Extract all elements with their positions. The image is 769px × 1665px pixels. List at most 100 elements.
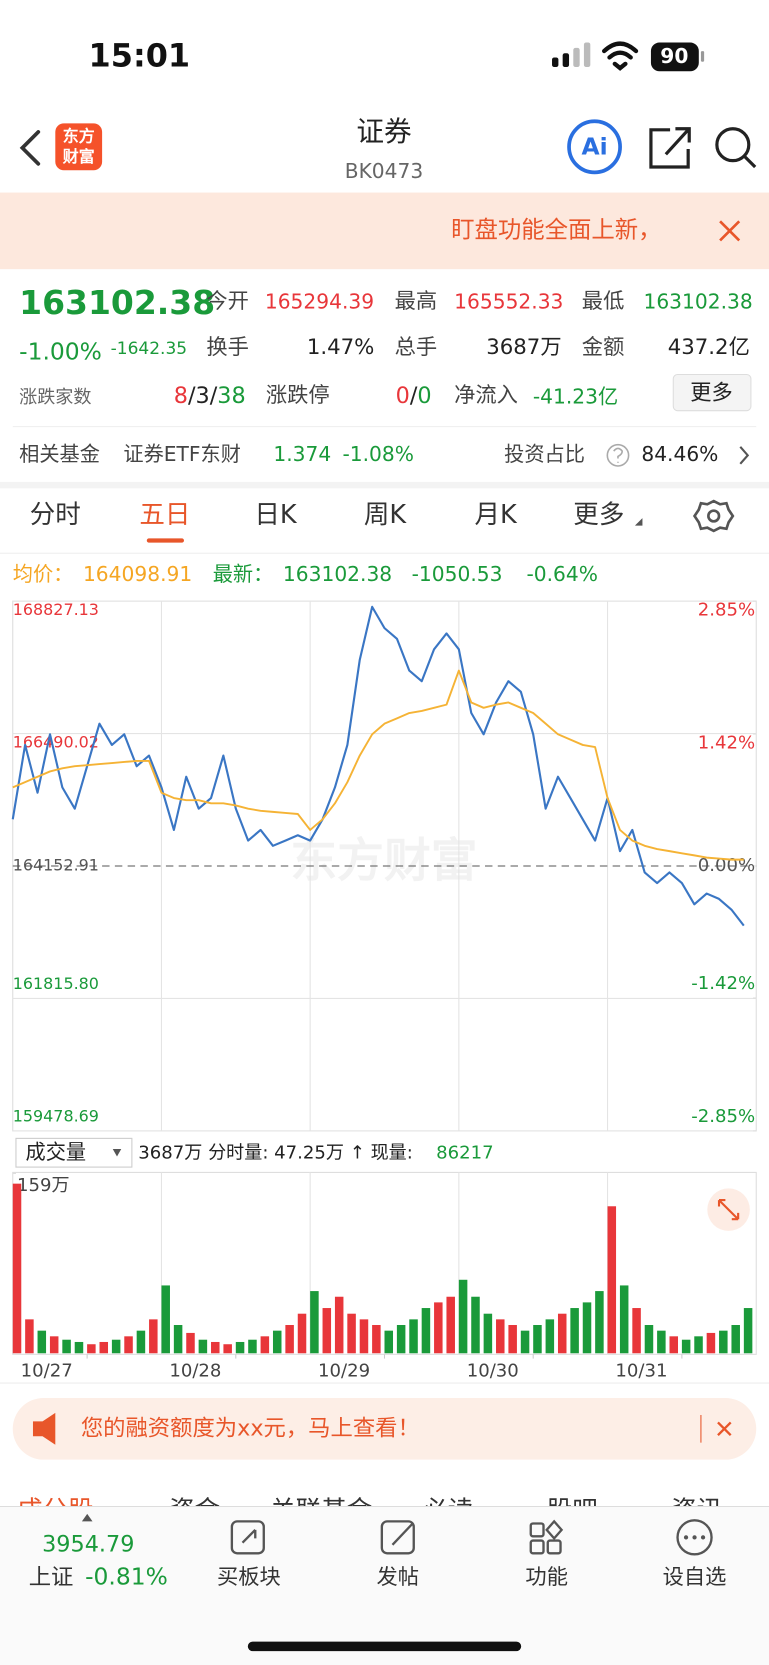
close-notice[interactable] [719,220,741,242]
quote-label: 今开 [206,289,249,314]
close-promo[interactable] [717,1421,732,1437]
status-time: 15:01 [89,36,191,74]
promo-banner[interactable] [12,1397,757,1460]
home-indicator [247,1641,522,1652]
quote-value: 3687万 [486,335,561,360]
indicator-dropdown[interactable] [15,1137,133,1168]
megaphone-icon [32,1412,56,1445]
volume-bar [644,1325,654,1354]
volume-tick-label: 159万 [17,1175,70,1196]
volume-bar [458,1279,468,1354]
nav-item[interactable]: 买板块 [217,1565,281,1590]
quote-value: 1.47% [307,335,375,360]
volume-bar [285,1325,294,1354]
quote-label: 涨跌家数 [19,387,91,408]
chart-tab[interactable]: 五日 [139,500,190,530]
volume-bar [62,1339,71,1354]
y-tick-label: 168827.13 [13,600,99,619]
volume-bar [310,1291,319,1354]
nav-item[interactable]: 发帖 [377,1565,420,1590]
more-button[interactable] [672,373,752,412]
signal-icon [552,42,591,68]
promo-text[interactable]: 您的融资额度为xx元，马上查看！ [81,1415,420,1441]
notice-banner [0,192,769,270]
volume-bar [87,1344,96,1354]
volume-bar [211,1341,220,1354]
chart-tab[interactable]: 分时 [30,500,81,530]
quote-label: 换手 [206,335,249,360]
more-triangle [634,518,643,526]
back-button[interactable] [19,130,41,166]
breadth-counts: 8/3/38 [174,382,246,408]
watermark: 东方财富 [290,834,477,888]
breadth-part: / [210,382,218,408]
quote-value: -41.23亿 [533,384,618,408]
volume-bar [235,1341,245,1354]
volume-bar [173,1325,183,1354]
ai-label[interactable]: Ai [582,132,608,160]
limit-counts: 0/0 [396,382,432,408]
fund-label: 相关基金 [19,442,100,466]
volume-bar [409,1319,418,1354]
volume-bar [149,1319,158,1354]
ai-button[interactable] [567,119,622,175]
index-value: 3954.79 [42,1531,134,1557]
change-amount: -1642.35 [111,339,188,359]
volume-bar [607,1206,617,1354]
volume-bar [198,1339,208,1354]
post-icon[interactable] [380,1520,415,1555]
volume-bar [74,1341,84,1354]
watchlist-icon[interactable] [676,1519,713,1556]
chart-tab[interactable]: 日K [254,500,298,530]
buy-sector-icon[interactable] [230,1520,265,1555]
volume-bar [334,1296,344,1354]
chart-tab[interactable]: 更多 [573,500,624,530]
volume-bar [719,1330,728,1354]
volume-bar [557,1313,567,1354]
volume-bar [37,1330,47,1354]
volume-bar [25,1319,34,1354]
index-change: -0.81% [85,1562,168,1590]
nav-item[interactable]: 功能 [525,1565,568,1590]
more-label[interactable]: 更多 [690,381,733,406]
limit-part: 0 [417,382,431,408]
quote-value: 165552.33 [454,290,563,314]
search-button[interactable] [715,127,757,169]
last-price: 163102.38 [19,283,215,322]
indicator-name[interactable]: 成交量 [26,1140,87,1164]
average-line [12,669,744,861]
breadth-part: 38 [217,382,245,408]
y-tick-label: 159478.69 [13,1107,99,1126]
dropdown-triangle [112,1149,122,1157]
help-icon[interactable] [606,443,630,467]
battery-icon [650,42,699,72]
section-gap [0,481,769,489]
quote-label: 总手 [395,335,438,360]
volume-bar [248,1339,257,1354]
nav-item[interactable]: 设自选 [663,1565,727,1590]
x-tick-label: 10/31 [615,1360,667,1381]
volume-bar [483,1313,493,1354]
breadth-part: 3 [196,382,210,408]
volume-bar [12,1183,22,1354]
y2-tick-label: -1.42% [691,973,755,994]
volume-bar [359,1319,369,1354]
settings-button[interactable] [692,499,735,533]
volume-bar [111,1339,121,1354]
active-tab-indicator [146,538,185,543]
volume-bar [632,1308,641,1354]
volume-bar [49,1336,59,1354]
function-icon[interactable] [529,1519,564,1555]
volume-info: 3687万 分时量: 47.25万 ↑ 现量: [138,1142,413,1163]
volume-bar [272,1330,282,1354]
chart-tab[interactable]: 周K [364,500,408,530]
limit-part: 0 [396,382,410,408]
fund-chevron[interactable] [739,446,750,465]
chart-tab[interactable]: 月K [475,500,519,530]
current-volume: 86217 [436,1142,494,1163]
volume-bar [520,1330,530,1354]
x-tick-label: 10/27 [21,1360,73,1381]
share-button[interactable] [649,127,691,169]
expand-icon [717,1199,740,1221]
